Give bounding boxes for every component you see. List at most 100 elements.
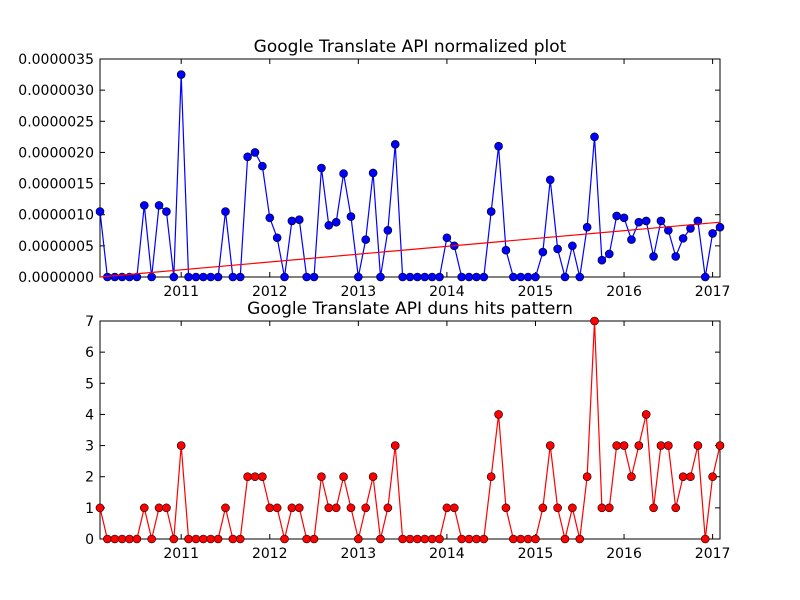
data-point <box>641 216 651 226</box>
y-tick-label: 5 <box>85 376 94 392</box>
data-point <box>523 534 533 544</box>
data-point <box>435 272 444 282</box>
x-tick-label: 2017 <box>695 284 731 300</box>
data-point <box>147 272 156 282</box>
y-tick-label: 2 <box>85 470 94 486</box>
data-point <box>612 211 621 221</box>
data-point <box>162 207 171 216</box>
data-point <box>191 272 201 282</box>
data-point <box>169 272 179 282</box>
data-point <box>464 272 474 282</box>
data-point <box>243 152 252 162</box>
data-point <box>250 472 260 482</box>
data-point <box>213 272 223 282</box>
data-point <box>243 472 252 482</box>
data-point <box>302 272 311 282</box>
data-point <box>427 272 437 282</box>
data-point <box>619 441 629 450</box>
x-tick-label: 2016 <box>606 284 642 300</box>
data-point <box>627 472 636 482</box>
data-point <box>339 169 348 178</box>
data-point <box>272 503 282 513</box>
data-point <box>390 441 400 450</box>
x-tick-label: 2015 <box>518 284 554 300</box>
data-point <box>361 503 371 513</box>
y-tick-label: 0.0000010 <box>18 208 94 224</box>
data-point <box>405 534 415 544</box>
y-tick-label: 0 <box>85 532 94 548</box>
data-point <box>309 534 319 544</box>
data-point <box>582 222 592 232</box>
chart-title: Google Translate API duns hits pattern <box>247 299 573 319</box>
data-point <box>191 534 201 544</box>
data-point <box>435 534 444 544</box>
data-point <box>361 235 371 244</box>
y-tick-label: 0.0000020 <box>18 145 94 161</box>
data-point <box>486 207 496 216</box>
data-point <box>103 534 112 544</box>
data-point <box>398 534 407 544</box>
data-point <box>221 503 230 513</box>
data-point <box>302 534 311 544</box>
data-point <box>494 410 503 419</box>
data-point <box>354 272 363 282</box>
data-point <box>405 272 415 282</box>
data-point <box>427 534 437 544</box>
x-tick-label: 2013 <box>341 546 377 562</box>
data-point <box>656 441 666 450</box>
data-point <box>213 534 223 544</box>
data-point <box>590 132 599 142</box>
data-point <box>176 441 186 450</box>
data-point <box>457 534 466 544</box>
x-tick-label: 2011 <box>163 546 199 562</box>
data-point <box>413 272 422 282</box>
data-point <box>553 244 562 254</box>
data-point <box>154 503 164 513</box>
data-point <box>331 217 341 227</box>
data-point <box>708 472 717 482</box>
data-point <box>634 217 644 227</box>
x-tick-label: 2012 <box>252 546 288 562</box>
data-point <box>317 472 326 482</box>
data-point <box>206 272 216 282</box>
data-point <box>693 216 703 226</box>
data-point <box>590 316 599 326</box>
data-point <box>700 534 710 544</box>
data-point <box>110 534 120 544</box>
data-point <box>331 503 341 513</box>
data-point <box>398 272 407 282</box>
series-line <box>99 74 721 278</box>
data-point <box>641 410 651 419</box>
data-point <box>538 503 548 513</box>
y-tick-label: 0.0000025 <box>18 114 94 130</box>
data-point <box>413 534 422 544</box>
data-point <box>649 252 658 261</box>
data-point <box>206 534 216 544</box>
data-point <box>199 534 208 544</box>
data-point <box>442 503 452 513</box>
data-point <box>294 215 304 224</box>
data-point <box>560 272 570 282</box>
data-point <box>339 472 348 482</box>
data-point <box>449 503 459 513</box>
data-point <box>184 272 193 282</box>
data-point <box>464 534 474 544</box>
chart-normalized-plot: Google Translate API normalized plot 0.00… <box>18 37 730 300</box>
data-point <box>235 272 245 282</box>
data-point <box>376 534 385 544</box>
data-point <box>132 272 142 282</box>
data-point <box>597 503 607 513</box>
data-point <box>678 234 688 243</box>
y-tick-label: 7 <box>85 314 94 330</box>
y-tick-label: 1 <box>85 501 94 517</box>
data-point <box>553 503 562 513</box>
data-point <box>199 272 208 282</box>
data-point <box>538 247 548 257</box>
data-point <box>420 534 430 544</box>
data-point <box>472 272 481 282</box>
series-line <box>99 320 721 540</box>
data-point <box>494 141 503 151</box>
data-point <box>604 503 614 513</box>
data-point <box>715 441 725 450</box>
data-point <box>110 272 120 282</box>
